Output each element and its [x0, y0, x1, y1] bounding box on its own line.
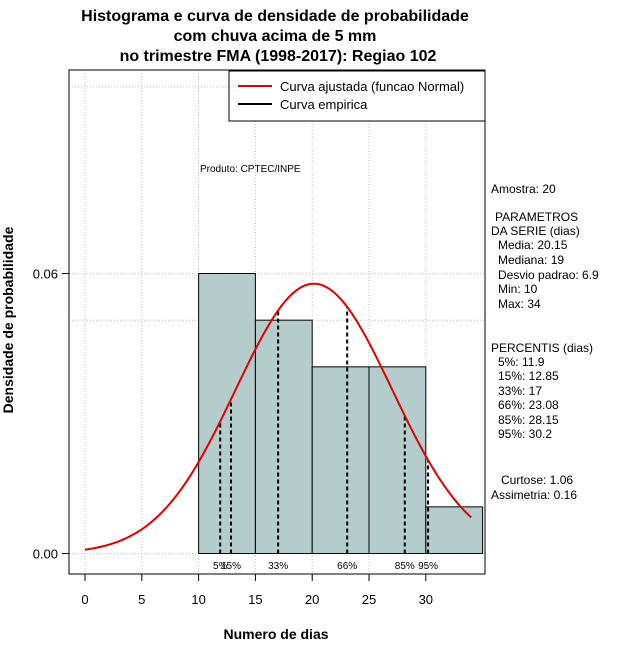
side-amostra: Amostra: 20: [491, 182, 556, 196]
side-max: Max: 34: [498, 297, 541, 311]
x-tick-label-4: 20: [305, 592, 319, 607]
side-mediana: Mediana: 19: [498, 253, 564, 267]
percentile-labels: 5%15% 33% 66% 85% 95%: [213, 561, 438, 572]
percentile-label-2: 33%: [268, 561, 288, 572]
histogram-bar-2: [311, 366, 370, 555]
y-tick-label-0: 0.00: [33, 547, 58, 562]
side-p66: 66%: 23.08: [498, 398, 559, 412]
legend-box: [228, 70, 486, 122]
side-min: Min: 10: [498, 282, 538, 296]
side-p15: 15%: 12.85: [498, 369, 559, 383]
histogram-bars: [198, 273, 484, 555]
side-p5: 5%: 11.9: [498, 355, 545, 369]
histogram-bar-1: [254, 319, 313, 554]
normal-curve-group: [84, 282, 472, 551]
chart-title-line-3: no trimestre FMA (1998-2017): Regiao 102: [120, 48, 437, 65]
y-axis-label: Densidade de probabilidade: [0, 226, 16, 413]
side-media: Media: 20.15: [498, 238, 568, 252]
legend-label-empirica: Curva empirica: [280, 97, 368, 112]
y-tick-label-1: 0.06: [33, 267, 58, 282]
normal-curve: [84, 282, 472, 551]
histogram-bar-0: [198, 273, 256, 554]
percentile-label-0: 5%: [213, 561, 228, 572]
legend: Curva ajustada (funcao Normal) Curva emp…: [228, 70, 486, 122]
x-tick-label-3: 15: [248, 592, 262, 607]
x-tick-label-2: 10: [191, 592, 205, 607]
percentile-label-1: 15%: [221, 561, 241, 572]
product-annotation: Produto: CPTEC/INPE: [200, 164, 301, 175]
side-percentis-title: PERCENTIS (dias): [491, 341, 593, 355]
chart-title-line-2: com chuva acima de 5 mm: [174, 28, 377, 45]
side-p95: 95%: 30.2: [498, 427, 552, 441]
x-tick-label-6: 30: [419, 592, 433, 607]
x-tick-label-5: 25: [362, 592, 376, 607]
side-curtose: Curtose: 1.06: [501, 473, 573, 487]
percentile-label-5: 95%: [418, 561, 438, 572]
side-p85: 85%: 28.15: [498, 413, 559, 427]
side-assimetria: Assimetria: 0.16: [491, 488, 577, 502]
chart-title-line-1: Histograma e curva de densidade de proba…: [81, 8, 469, 25]
legend-label-normal: Curva ajustada (funcao Normal): [280, 79, 464, 94]
x-axis-label: Numero de dias: [223, 626, 328, 642]
side-desvio: Desvio padrao: 6.9: [498, 268, 599, 282]
side-p33: 33%: 17: [498, 384, 542, 398]
side-parametros-title: PARAMETROS: [495, 210, 578, 224]
side-serie-title: DA SERIE (dias): [491, 224, 580, 238]
x-tick-label-1: 5: [138, 592, 145, 607]
percentile-label-3: 66%: [337, 561, 357, 572]
percentile-lines: [219, 306, 430, 554]
percentile-label-4: 85%: [395, 561, 415, 572]
x-tick-label-0: 0: [81, 592, 88, 607]
histogram-bar-4: [425, 506, 484, 555]
histogram-bar-3: [368, 366, 427, 555]
plot-frame: [68, 69, 486, 575]
side-panel: Amostra: 20 PARAMETROS DA SERIE (dias) M…: [491, 182, 599, 502]
